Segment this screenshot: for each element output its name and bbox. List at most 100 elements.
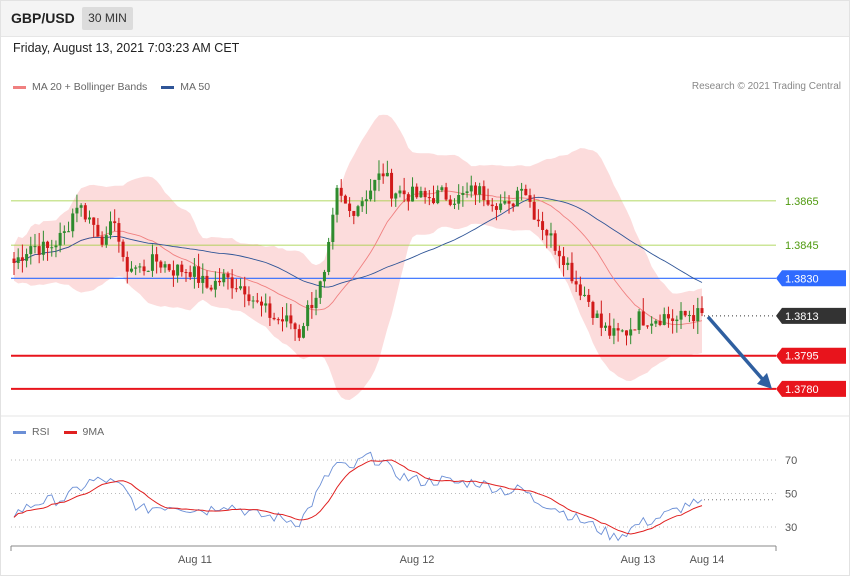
candle-body [125,256,129,272]
candle-body [499,203,503,210]
candle-body [390,172,394,199]
candle-body [604,325,608,328]
candle-body [482,186,486,201]
candles [12,160,704,346]
candle-body [184,272,188,274]
candle-body [536,219,540,222]
timeframe-button[interactable]: 30 MIN [82,7,133,30]
candle-body [100,236,104,245]
candle-body [310,304,314,309]
x-tick-Aug-11: Aug 11 [178,554,212,566]
candle-body [633,329,637,331]
projection-arrowhead [757,372,772,389]
candle-body [205,275,209,288]
candle-body [402,190,406,195]
rsi-ma9-line [13,459,703,535]
candle-body [318,281,322,298]
candle-body [394,193,398,199]
level-label-1.3865: 1.3865 [785,196,819,208]
candle-body [541,221,545,230]
candle-body [293,323,297,330]
candle-body [587,294,591,302]
candle-body [285,315,289,322]
candle-body [251,300,255,302]
candle-body [520,188,524,191]
candle-body [171,270,175,276]
candle-body [201,275,205,283]
candle-body [432,198,436,204]
ma50-legend-label: MA 50 [180,81,211,93]
candle-body [503,201,507,204]
candle-body [700,308,704,314]
candle-body [167,264,171,271]
candle-body [419,190,423,198]
ma20-line [13,190,703,326]
credit-text: Research © 2021 Trading Central [691,81,841,92]
rsi-swatch [13,430,26,434]
chart-datetime: Friday, August 13, 2021 7:03:23 AM CET [13,41,240,55]
symbol-title: GBP/USD [11,10,75,26]
candle-body [222,273,226,283]
candle-body [272,317,276,320]
candle-body [62,231,66,233]
candle-body [591,301,595,318]
candle-body [624,330,628,336]
candle-body [12,258,16,263]
x-tick-Aug-12: Aug 12 [400,554,435,566]
candle-body [423,190,427,198]
candle-body [658,320,662,325]
candle-body [448,199,452,205]
candle-body [113,221,117,224]
level-label-1.3813: 1.3813 [785,311,819,323]
candle-body [675,319,679,322]
candle-body [545,229,549,236]
candle-body [264,303,268,306]
candle-body [301,326,305,338]
candle-body [528,195,532,202]
candle-body [369,190,373,200]
candle-body [58,232,62,246]
candle-body [180,264,184,273]
candle-body [348,203,352,211]
candle-body [373,179,377,191]
candle-body [398,190,402,194]
candle-body [532,201,536,220]
candle-body [557,250,561,257]
ma50-swatch [161,85,175,89]
candle-body [92,217,96,225]
candle-body [381,173,385,177]
candle-body [494,206,498,210]
candle-body [54,245,58,248]
candle-body [553,233,557,251]
x-tick-Aug-14: Aug 14 [690,554,725,566]
candle-body [79,205,83,208]
candle-body [41,241,45,255]
candle-body [37,246,41,255]
candle-body [507,201,511,204]
candle-body [583,294,587,296]
candle-body [234,288,238,290]
candle-body [637,311,641,331]
candle-body [687,315,691,317]
candle-body [142,266,146,272]
candle-body [524,188,528,196]
candle-body [121,241,125,257]
candle-body [578,284,582,296]
candle-body [444,187,448,200]
candle-body [415,186,419,198]
projection-arrow [706,315,766,383]
candle-body [473,185,477,195]
candle-body [339,187,343,196]
level-tag-1.3795 [776,347,846,364]
candle-body [327,241,331,272]
candle-body [117,223,121,242]
candle-body [645,325,649,327]
x-tick-Aug-13: Aug 13 [621,554,656,566]
candle-body [297,329,301,338]
candle-body [352,210,356,216]
candle-body [599,313,603,328]
candle-body [159,261,163,268]
candle-body [146,270,150,272]
candle-body [490,204,494,207]
